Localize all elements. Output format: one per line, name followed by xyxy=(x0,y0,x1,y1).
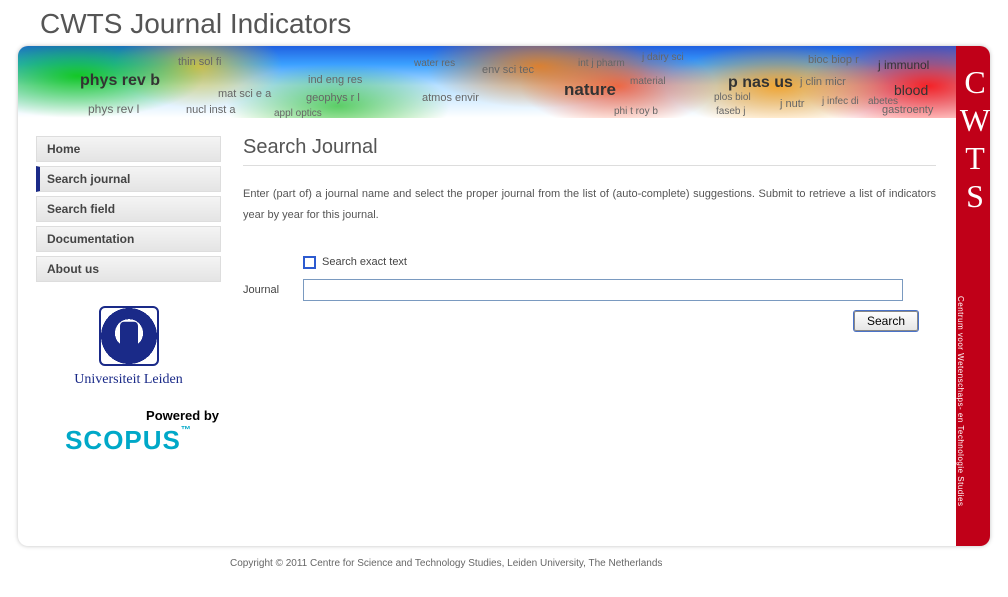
heatmap-journal-label: nature xyxy=(564,80,616,100)
nav-item-documentation[interactable]: Documentation xyxy=(36,226,221,252)
journal-field-label: Journal xyxy=(243,284,303,296)
search-button[interactable]: Search xyxy=(854,311,918,331)
scopus-logo: SCOPUS™ xyxy=(36,425,221,456)
heatmap-journal-label: appl optics xyxy=(274,108,322,118)
heatmap-journal-label: int j pharm xyxy=(578,58,625,69)
university-name: Universiteit Leiden xyxy=(36,372,221,388)
heatmap-journal-label: phi t roy b xyxy=(614,106,658,117)
heatmap-journal-label: phys rev b xyxy=(80,72,160,90)
nav-item-home[interactable]: Home xyxy=(36,136,221,162)
cwts-vertical-logo: CWTS xyxy=(956,64,990,216)
heatmap-journal-label: env sci tec xyxy=(482,64,534,76)
heatmap-journal-label: thin sol fi xyxy=(178,56,221,68)
heatmap-journal-label: j dairy sci xyxy=(642,52,684,63)
heatmap-journal-label: geophys r l xyxy=(306,92,360,104)
heatmap-journal-label: blood xyxy=(894,82,928,98)
exact-text-checkbox[interactable] xyxy=(303,256,316,269)
heatmap-journal-label: j infec di xyxy=(822,96,859,107)
heatmap-journal-label: ind eng res xyxy=(308,74,362,86)
nav-item-search-field[interactable]: Search field xyxy=(36,196,221,222)
exact-text-label: Search exact text xyxy=(322,256,407,268)
nav-item-about-us[interactable]: About us xyxy=(36,256,221,282)
main-container: phys rev b thin sol fi mat sci e a ind eng … xyxy=(18,46,990,546)
heatmap-journal-label: mat sci e a xyxy=(218,88,271,100)
heatmap-banner: phys rev b thin sol fi mat sci e a ind eng … xyxy=(18,46,956,118)
cwts-red-sidebar: CWTS Centrum voor Wetenschaps- en Techno… xyxy=(956,46,990,546)
heatmap-journal-label: atmos envir xyxy=(422,92,479,104)
heatmap-journal-label: bioc biop r xyxy=(808,54,859,66)
logos-block: Universiteit Leiden Powered by SCOPUS™ xyxy=(36,306,221,456)
heatmap-journal-label: phys rev l xyxy=(88,102,139,116)
heatmap-journal-label: j nutr xyxy=(780,98,804,110)
nav-item-search-journal[interactable]: Search journal xyxy=(36,166,221,192)
heading-divider xyxy=(243,165,936,166)
heatmap-journal-label: plos biol xyxy=(714,92,751,103)
page-title: CWTS Journal Indicators xyxy=(40,8,1008,40)
heatmap-journal-label: material xyxy=(630,76,666,87)
heatmap-journal-label: j clin micr xyxy=(800,76,846,88)
left-navigation: Home Search journal Search field Documentat… xyxy=(36,136,221,456)
footer-copyright: Copyright © 2011 Centre for Science and … xyxy=(230,558,1008,569)
heatmap-journal-label: p nas us xyxy=(728,74,793,92)
heatmap-journal-label: water res xyxy=(414,58,455,69)
instructions-text: Enter (part of) a journal name and selec… xyxy=(243,184,936,226)
heatmap-journal-label: nucl inst a xyxy=(186,104,236,116)
main-content: Search Journal Enter (part of) a journal… xyxy=(221,136,936,456)
university-seal-icon xyxy=(99,306,159,366)
heatmap-journal-label: gastroenty xyxy=(882,104,933,116)
powered-by-label: Powered by xyxy=(36,408,219,423)
cwts-vertical-subtitle: Centrum voor Wetenschaps- en Technologie… xyxy=(956,296,965,506)
journal-input[interactable] xyxy=(303,279,903,301)
main-heading: Search Journal xyxy=(243,136,936,159)
heatmap-journal-label: faseb j xyxy=(716,106,745,117)
heatmap-journal-label: j immunol xyxy=(878,58,929,72)
